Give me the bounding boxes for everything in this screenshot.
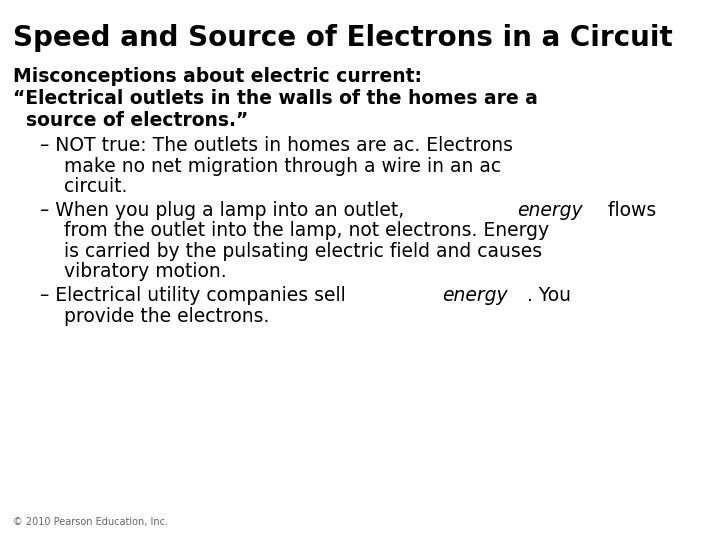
Text: provide the electrons.: provide the electrons. bbox=[40, 307, 269, 326]
Text: make no net migration through a wire in an ac: make no net migration through a wire in … bbox=[40, 157, 500, 176]
Text: Speed and Source of Electrons in a Circuit: Speed and Source of Electrons in a Circu… bbox=[13, 24, 672, 52]
Text: – NOT true: The outlets in homes are ac. Electrons: – NOT true: The outlets in homes are ac.… bbox=[40, 136, 513, 155]
Text: source of electrons.”: source of electrons.” bbox=[13, 111, 248, 130]
Text: “Electrical outlets in the walls of the homes are a: “Electrical outlets in the walls of the … bbox=[13, 89, 538, 108]
Text: . You: . You bbox=[526, 286, 570, 305]
Text: energy: energy bbox=[518, 201, 583, 220]
Text: energy: energy bbox=[442, 286, 508, 305]
Text: circuit.: circuit. bbox=[40, 177, 127, 196]
Text: from the outlet into the lamp, not electrons. Energy: from the outlet into the lamp, not elect… bbox=[40, 221, 549, 240]
Text: – When you plug a lamp into an outlet,: – When you plug a lamp into an outlet, bbox=[40, 201, 410, 220]
Text: is carried by the pulsating electric field and causes: is carried by the pulsating electric fie… bbox=[40, 242, 541, 261]
Text: © 2010 Pearson Education, Inc.: © 2010 Pearson Education, Inc. bbox=[13, 516, 168, 526]
Text: Misconceptions about electric current:: Misconceptions about electric current: bbox=[13, 68, 422, 86]
Text: – Electrical utility companies sell: – Electrical utility companies sell bbox=[40, 286, 351, 305]
Text: vibratory motion.: vibratory motion. bbox=[40, 262, 226, 281]
Text: flows: flows bbox=[602, 201, 656, 220]
